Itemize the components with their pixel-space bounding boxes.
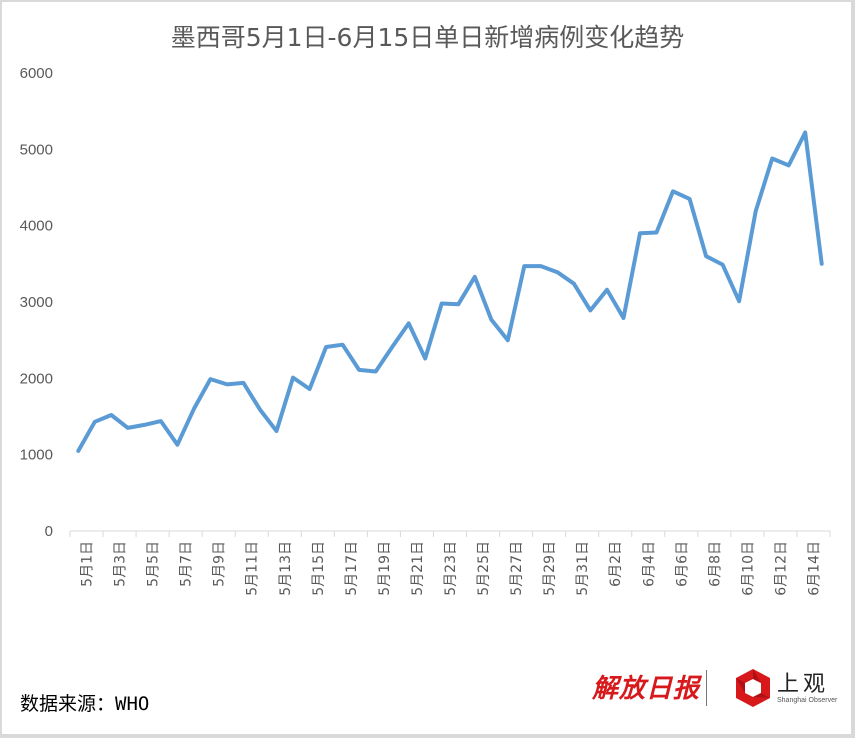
y-tick-label: 1000: [20, 447, 53, 464]
x-tick-label: 6月10日: [740, 541, 756, 596]
x-tick-label: 5月11日: [245, 541, 261, 596]
x-axis: 5月1日 5月3日 5月5日 5月7日 5月9日 5月11日 5月13日 5月15日 5月17日…: [69, 530, 831, 596]
x-tick-label: 5月1日: [80, 541, 96, 587]
y-tick-label: 0: [45, 523, 53, 540]
x-tick-label: 5月21日: [410, 541, 426, 596]
x-tick-label: 6月6日: [674, 541, 690, 587]
shanghai-observer-logo: 上观 Shanghai Observer: [733, 666, 843, 712]
logo-divider: [706, 670, 707, 706]
x-tick-label: 5月29日: [542, 541, 558, 596]
cases-line: [76, 130, 824, 453]
y-axis: 0 1000 2000 3000 4000 5000 6000: [20, 65, 53, 540]
x-tick-label: 5月15日: [311, 541, 327, 596]
x-tick-label: 6月8日: [707, 541, 723, 587]
y-tick-label: 6000: [20, 65, 53, 82]
x-tick-label: 6月12日: [773, 541, 789, 596]
shanghai-observer-name: 上观: [777, 672, 830, 697]
x-tick-label: 6月2日: [608, 541, 624, 587]
jiefang-daily-logo: 解放日报: [592, 674, 701, 704]
x-tick-label: 6月4日: [641, 541, 657, 587]
data-source-label: 数据来源：WHO: [20, 693, 150, 715]
x-tick-label: 5月5日: [146, 541, 162, 587]
x-tick-label: 5月19日: [377, 541, 393, 596]
x-tick-label: 5月7日: [179, 541, 195, 587]
y-tick-label: 4000: [20, 218, 53, 235]
chart-title: 墨西哥5月1日-6月15日单日新增病例变化趋势: [170, 23, 685, 52]
x-tick-label: 5月25日: [476, 541, 492, 596]
x-tick-label: 5月23日: [443, 541, 459, 596]
x-tick-label: 6月14日: [806, 541, 822, 596]
x-tick-label: 5月31日: [575, 541, 591, 596]
y-tick-label: 3000: [20, 294, 53, 311]
y-tick-label: 2000: [20, 370, 53, 387]
shanghai-observer-hexagon-icon: [736, 669, 770, 707]
y-tick-label: 5000: [20, 141, 53, 158]
shanghai-observer-subtitle: Shanghai Observer: [777, 697, 838, 704]
x-tick-label: 5月27日: [509, 541, 525, 596]
x-tick-label: 5月9日: [212, 541, 228, 587]
x-tick-label: 5月3日: [113, 541, 129, 587]
x-tick-label: 5月17日: [344, 541, 360, 596]
x-tick-label: 5月13日: [278, 541, 294, 596]
